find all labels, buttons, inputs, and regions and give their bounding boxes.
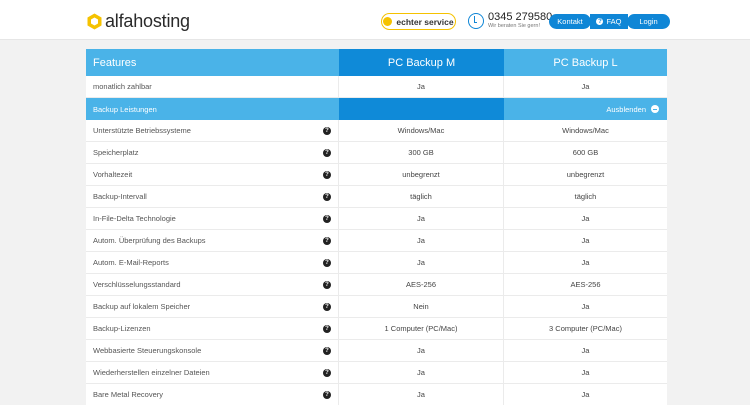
feature-label: Wiederherstellen einzelner Dateien: [93, 368, 210, 377]
table-row: Verschlüsselungsstandard? AES-256 AES-256: [86, 274, 667, 296]
table-row: Speicherplatz? 300 GB 600 GB: [86, 142, 667, 164]
table-row: monatlich zahlbar Ja Ja: [86, 76, 667, 98]
faq-label: FAQ: [606, 17, 622, 26]
faq-button[interactable]: ? FAQ: [590, 14, 628, 29]
plan-m-value: AES-256: [339, 274, 504, 295]
plan-l-value: Ja: [581, 368, 590, 377]
question-circle-icon[interactable]: ?: [323, 390, 331, 399]
feature-label: Autom. E-Mail-Reports: [93, 258, 169, 267]
section-toggle[interactable]: Ausblenden: [504, 98, 667, 120]
plan-l-value: täglich: [574, 192, 597, 201]
question-circle-icon[interactable]: ?: [323, 214, 331, 223]
plan-l-header: PC Backup L: [504, 49, 667, 76]
question-circle-icon[interactable]: ?: [323, 148, 331, 157]
table-row: Autom. Überprüfung des Backups? Ja Ja: [86, 230, 667, 252]
table-row: Unterstützte Betriebssysteme? Windows/Mac…: [86, 120, 667, 142]
table-row: Autom. E-Mail-Reports? Ja Ja: [86, 252, 667, 274]
question-circle-icon[interactable]: ?: [323, 192, 331, 201]
plan-l-value: Ja: [581, 214, 590, 223]
feature-label: Webbasierte Steuerungskonsole: [93, 346, 202, 355]
comparison-table: Features PC Backup M PC Backup L monatli…: [86, 49, 667, 405]
smile-icon: [383, 17, 393, 26]
logo-text: alfahosting: [105, 10, 190, 31]
section-label: Backup Leistungen: [86, 98, 339, 120]
question-circle-icon[interactable]: ?: [323, 170, 331, 179]
question-circle-icon[interactable]: ?: [323, 126, 331, 135]
features-header: Features: [86, 49, 339, 76]
plan-l-value: Ja: [581, 82, 590, 91]
minus-circle-icon: [651, 105, 659, 113]
phone-contact[interactable]: 0345 279580 Wir beraten Sie gern!: [468, 12, 552, 30]
plan-l-value: AES-256: [570, 280, 601, 289]
service-badge-label: echter service: [396, 16, 454, 27]
plan-m-value: Nein: [339, 296, 504, 317]
feature-label: Unterstützte Betriebssysteme: [93, 126, 191, 135]
table-header: Features PC Backup M PC Backup L: [86, 49, 667, 76]
site-header: alfahosting echter service 0345 279580 W…: [0, 0, 750, 40]
table-row: In-File-Delta Technologie? Ja Ja: [86, 208, 667, 230]
plan-l-value: Ja: [581, 390, 590, 399]
feature-label: Backup auf lokalem Speicher: [93, 302, 191, 311]
question-circle-icon[interactable]: ?: [323, 280, 331, 289]
plan-m-value: Windows/Mac: [339, 120, 504, 141]
feature-label: monatlich zahlbar: [93, 82, 152, 91]
phone-subtitle: Wir beraten Sie gern!: [488, 23, 540, 29]
plan-l-value: Ja: [581, 302, 590, 311]
login-button[interactable]: Login: [627, 14, 670, 29]
service-badge[interactable]: echter service: [381, 13, 456, 30]
plan-m-value: 1 Computer (PC/Mac): [339, 318, 504, 339]
plan-m-value: unbegrenzt: [339, 164, 504, 185]
feature-label: Speicherplatz: [93, 148, 139, 157]
question-circle-icon[interactable]: ?: [323, 302, 331, 311]
question-icon: ?: [596, 18, 604, 25]
toggle-label: Ausblenden: [606, 104, 646, 114]
plan-m-value: Ja: [339, 252, 504, 273]
feature-label: In-File-Delta Technologie: [93, 214, 176, 223]
plan-m-value: 300 GB: [339, 142, 504, 163]
plan-l-value: Windows/Mac: [562, 126, 609, 135]
question-circle-icon[interactable]: ?: [323, 368, 331, 377]
plan-m-value: Ja: [339, 230, 504, 251]
section-backup-leistungen: Backup Leistungen Ausblenden: [86, 98, 667, 120]
feature-label: Verschlüsselungsstandard: [93, 280, 181, 289]
feature-label: Bare Metal Recovery: [93, 390, 164, 399]
plan-m-header: PC Backup M: [339, 49, 504, 76]
feature-label: Backup-Intervall: [93, 192, 147, 201]
plan-m-value: Ja: [339, 384, 504, 405]
plan-l-value: unbegrenzt: [566, 170, 605, 179]
hexagon-logo-icon: [87, 13, 102, 29]
feature-label: Vorhaltezeit: [93, 170, 133, 179]
plan-l-value: Ja: [581, 258, 590, 267]
plan-m-value: Ja: [339, 340, 504, 361]
table-row: Vorhaltezeit? unbegrenzt unbegrenzt: [86, 164, 667, 186]
table-row: Backup auf lokalem Speicher? Nein Ja: [86, 296, 667, 318]
plan-l-value: Ja: [581, 236, 590, 245]
table-row: Backup-Lizenzen? 1 Computer (PC/Mac) 3 Com…: [86, 318, 667, 340]
plan-m-value: Ja: [339, 76, 504, 97]
table-row: Webbasierte Steuerungskonsole? Ja Ja: [86, 340, 667, 362]
plan-m-value: täglich: [339, 186, 504, 207]
logo[interactable]: alfahosting: [87, 11, 190, 31]
table-row: Backup-Intervall? täglich täglich: [86, 186, 667, 208]
question-circle-icon[interactable]: ?: [323, 236, 331, 245]
plan-l-value: 3 Computer (PC/Mac): [549, 324, 622, 333]
question-circle-icon[interactable]: ?: [323, 346, 331, 355]
table-row: Wiederherstellen einzelner Dateien? Ja Ja: [86, 362, 667, 384]
question-circle-icon[interactable]: ?: [323, 324, 331, 333]
kontakt-button[interactable]: Kontakt: [549, 14, 591, 29]
plan-m-value: Ja: [339, 208, 504, 229]
phone-icon: [468, 13, 484, 29]
table-row: Bare Metal Recovery? Ja Ja: [86, 384, 667, 405]
phone-number: 0345 279580: [488, 11, 553, 23]
plan-l-value: 600 GB: [572, 148, 599, 157]
plan-m-value: Ja: [339, 362, 504, 383]
plan-l-value: Ja: [581, 346, 590, 355]
question-circle-icon[interactable]: ?: [323, 258, 331, 267]
feature-label: Autom. Überprüfung des Backups: [93, 236, 206, 245]
feature-label: Backup-Lizenzen: [93, 324, 151, 333]
